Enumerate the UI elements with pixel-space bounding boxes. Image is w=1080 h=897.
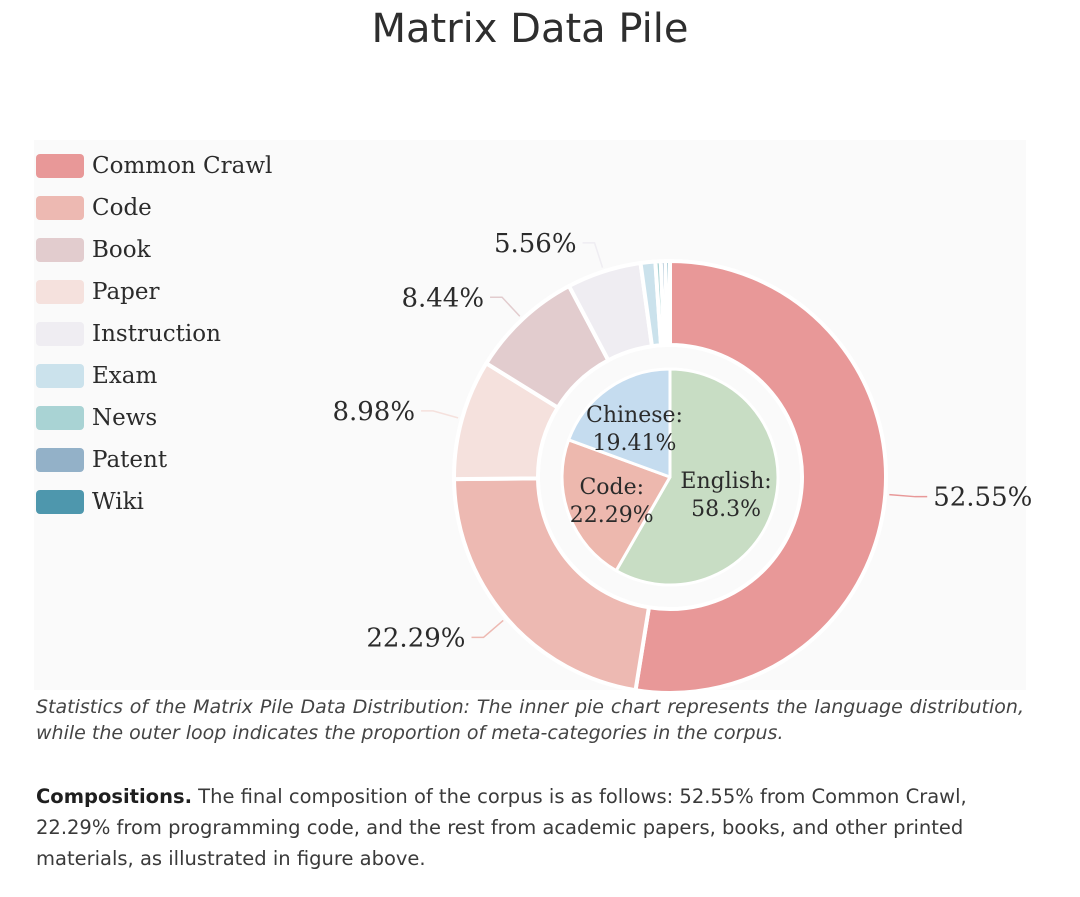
legend-swatch — [36, 322, 84, 346]
inner-value-label: 58.3% — [691, 497, 761, 522]
leader-line — [490, 296, 521, 317]
outer-slice-code — [452, 476, 651, 693]
inner-labels: English: 58.3% Code: 22.29% Chinese: 19.41% — [570, 403, 772, 528]
legend-item-paper: Paper — [36, 271, 272, 313]
inner-category-label: Code: — [579, 475, 644, 500]
inner-category-label: English: — [680, 469, 771, 494]
leader-line — [421, 410, 459, 419]
legend-swatch — [36, 364, 84, 388]
outer-value-label: 8.98% — [332, 397, 415, 427]
inner-pie — [560, 367, 780, 587]
leader-line — [471, 619, 504, 639]
legend-swatch — [36, 448, 84, 472]
compositions-text: The final composition of the corpus is a… — [36, 785, 967, 870]
chart-legend: Common Crawl Code Book Paper Instruction… — [36, 145, 272, 523]
legend-swatch — [36, 196, 84, 220]
legend-item-exam: Exam — [36, 355, 272, 397]
legend-label: News — [92, 405, 158, 431]
legend-swatch — [36, 154, 84, 178]
compositions-heading: Compositions. — [36, 785, 192, 808]
legend-item-patent: Patent — [36, 439, 272, 481]
legend-label: Wiki — [92, 489, 144, 515]
legend-swatch — [36, 280, 84, 304]
outer-value-label: 8.44% — [401, 283, 484, 313]
outer-labels: 52.55% 22.29% 8.98% 8.44% 5.56% — [332, 229, 1032, 654]
legend-label: Exam — [92, 363, 158, 389]
inner-slice-english — [614, 367, 780, 587]
inner-category-label: Chinese: — [586, 403, 683, 428]
outer-value-label: 52.55% — [933, 483, 1032, 513]
legend-swatch — [36, 238, 84, 262]
inner-value-label: 22.29% — [570, 503, 654, 528]
outer-slice-common-crawl — [633, 259, 889, 695]
legend-label: Paper — [92, 279, 160, 305]
outer-value-label: 5.56% — [494, 229, 577, 259]
legend-swatch — [36, 490, 84, 514]
outer-slice-wiki — [663, 258, 672, 348]
legend-item-common-crawl: Common Crawl — [36, 145, 272, 187]
leader-line — [582, 242, 604, 268]
legend-label: Patent — [92, 447, 168, 473]
leader-line — [889, 493, 928, 498]
inner-slice-code — [560, 438, 672, 573]
outer-ring — [452, 258, 889, 695]
legend-item-wiki: Wiki — [36, 481, 272, 523]
inner-value-label: 19.41% — [593, 431, 677, 456]
legend-item-book: Book — [36, 229, 272, 271]
legend-item-code: Code — [36, 187, 272, 229]
compositions-paragraph: Compositions. The final composition of t… — [36, 781, 1036, 874]
legend-label: Instruction — [92, 321, 221, 347]
legend-item-instruction: Instruction — [36, 313, 272, 355]
legend-label: Common Crawl — [92, 153, 273, 179]
legend-label: Code — [92, 195, 152, 221]
page-title: Matrix Data Pile — [371, 6, 689, 52]
outer-value-label: 22.29% — [366, 623, 465, 653]
legend-item-news: News — [36, 397, 272, 439]
legend-label: Book — [92, 237, 151, 263]
figure-caption: Statistics of the Matrix Pile Data Distr… — [36, 696, 1024, 744]
legend-swatch — [36, 406, 84, 430]
inner-slice-chinese — [567, 367, 672, 479]
